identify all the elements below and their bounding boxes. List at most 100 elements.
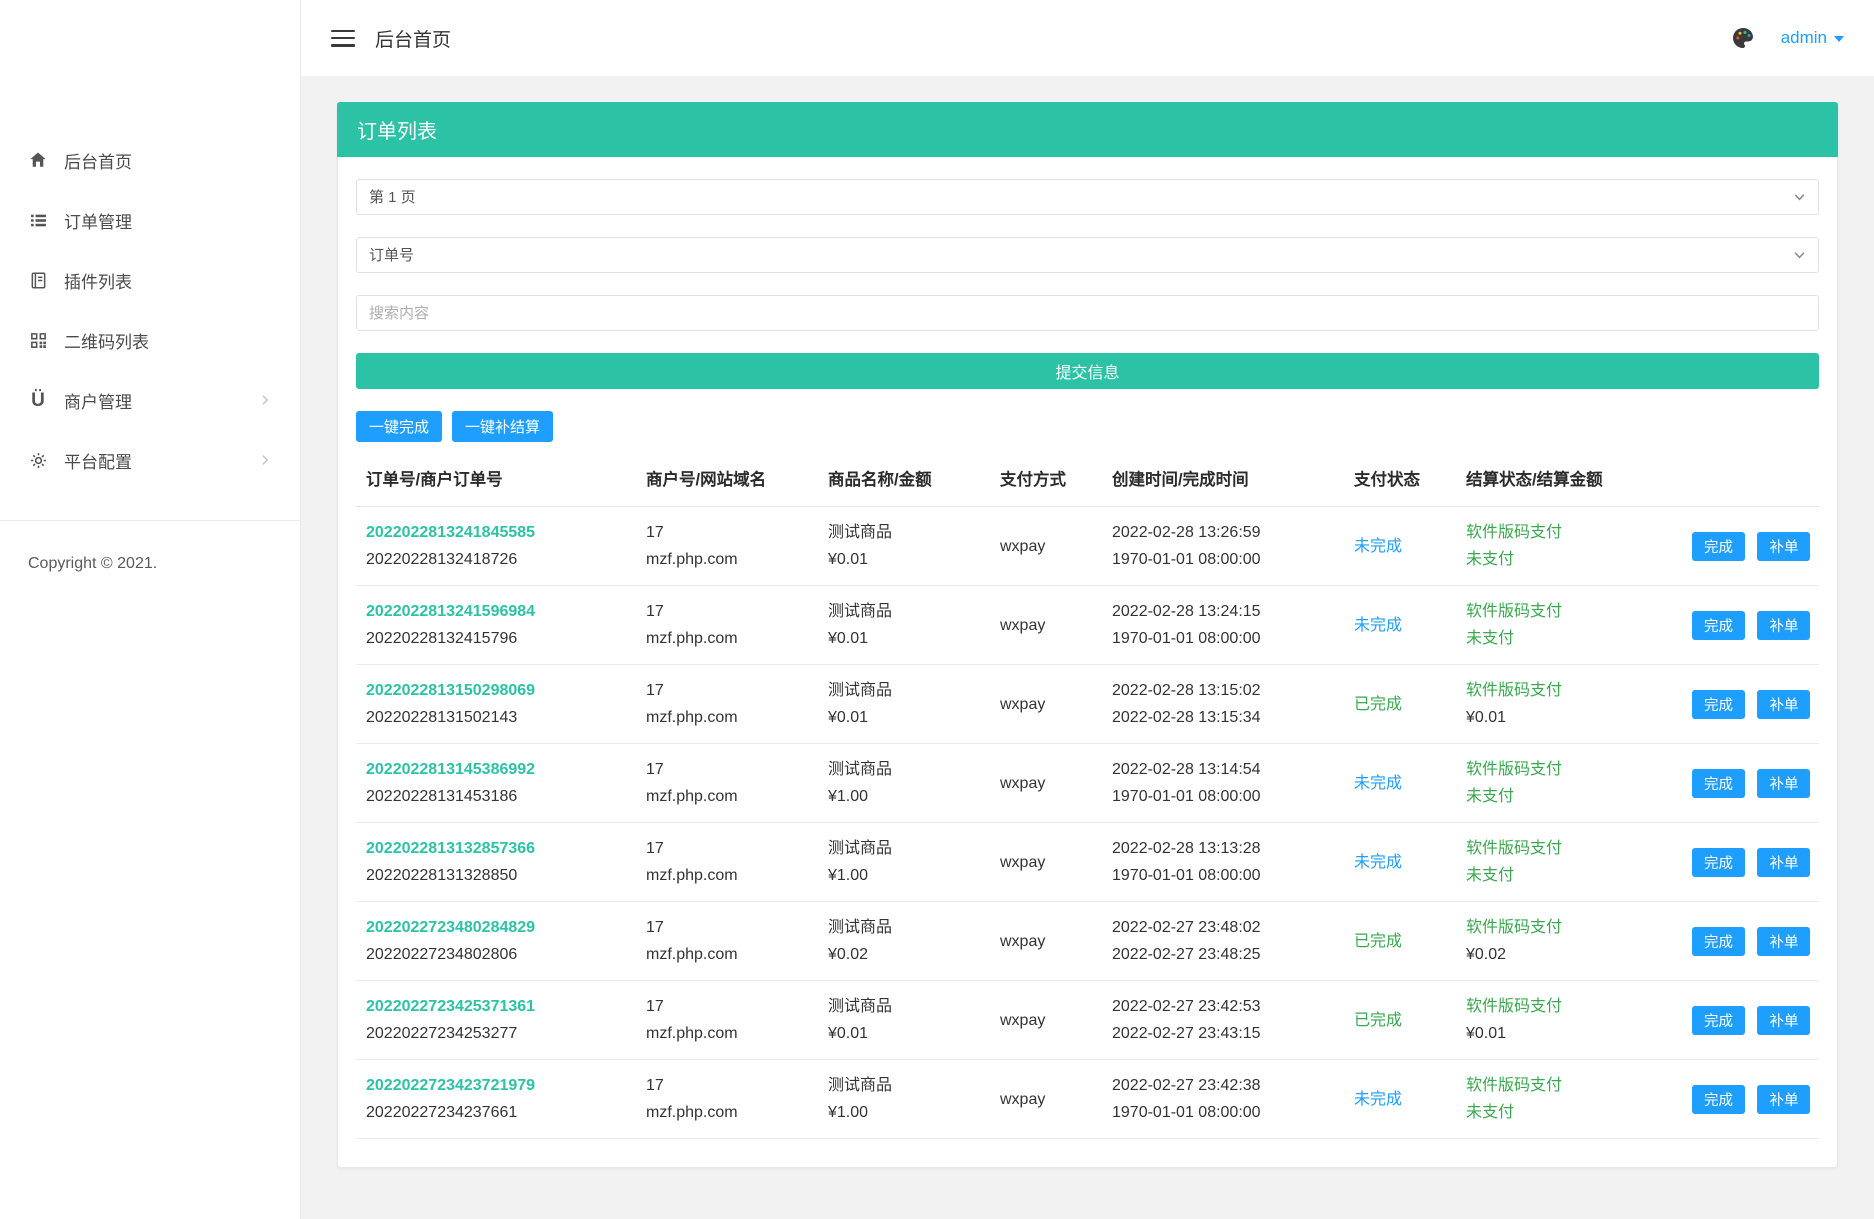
site-domain: mzf.php.com (646, 1025, 738, 1042)
settle-type: 软件版码支付 (1466, 998, 1563, 1015)
theme-palette-icon[interactable] (1731, 26, 1755, 50)
order-list-panel: 订单列表 第 1 页 订单号 (337, 102, 1838, 1168)
sidebar-item-label: 订单管理 (64, 212, 132, 232)
menu-toggle-icon[interactable] (331, 29, 355, 47)
supplement-button[interactable]: 补单 (1757, 610, 1811, 640)
product-name: 测试商品 (828, 603, 893, 620)
pay-method: wxpay (1000, 1090, 1046, 1108)
product-amount: ¥0.02 (828, 946, 869, 963)
order-number-link[interactable]: 2022022723425371361 (366, 998, 536, 1015)
supplement-button[interactable]: 补单 (1757, 531, 1811, 561)
settle-type: 软件版码支付 (1466, 524, 1563, 541)
pay-status: 已完成 (1354, 1011, 1403, 1029)
bulk-settle-button[interactable]: 一键补结算 (452, 411, 554, 442)
supplement-button[interactable]: 补单 (1757, 768, 1811, 798)
product-name: 测试商品 (828, 761, 893, 778)
supplement-button[interactable]: 补单 (1757, 689, 1811, 719)
pay-status: 未完成 (1354, 616, 1403, 634)
sidebar-item-qrcodes[interactable]: 二维码列表 (0, 310, 300, 370)
table-row: 2022022813145386992 20220228131453186 17… (356, 743, 1819, 823)
bulk-complete-button[interactable]: 一键完成 (356, 411, 443, 442)
finished-time: 1970-01-01 08:00:00 (1112, 1104, 1261, 1121)
order-number-link[interactable]: 2022022813132857366 (366, 840, 536, 857)
pay-status: 未完成 (1354, 853, 1403, 871)
supplement-button[interactable]: 补单 (1757, 1084, 1811, 1114)
sidebar-divider (0, 520, 300, 521)
order-number-link[interactable]: 2022022723423721979 (366, 1077, 536, 1094)
finished-time: 2022-02-27 23:43:15 (1112, 1025, 1261, 1042)
complete-button[interactable]: 完成 (1692, 926, 1745, 956)
search-input-wrap (356, 295, 1819, 331)
column-header (1674, 450, 1819, 507)
user-menu[interactable]: admin (1781, 28, 1844, 48)
supplement-button[interactable]: 补单 (1757, 847, 1811, 877)
search-input[interactable] (356, 295, 1819, 331)
sidebar-item-plugins[interactable]: 插件列表 (0, 250, 300, 310)
column-header: 订单号/商户订单号 (356, 450, 636, 507)
complete-button[interactable]: 完成 (1692, 610, 1745, 640)
finished-time: 2022-02-27 23:48:25 (1112, 946, 1261, 963)
site-domain: mzf.php.com (646, 946, 738, 963)
merchant-id: 17 (646, 998, 664, 1015)
pay-method: wxpay (1000, 616, 1046, 634)
merchant-order-number: 20220228131328850 (366, 867, 518, 884)
order-number-link[interactable]: 2022022813241845585 (366, 524, 536, 541)
sidebar-item-orders[interactable]: 订单管理 (0, 190, 300, 250)
sidebar-item-home[interactable]: 后台首页 (0, 130, 300, 190)
complete-button[interactable]: 完成 (1692, 531, 1745, 561)
pay-status: 未完成 (1354, 774, 1403, 792)
complete-button[interactable]: 完成 (1692, 768, 1745, 798)
pay-method: wxpay (1000, 537, 1046, 555)
complete-button[interactable]: 完成 (1692, 847, 1745, 877)
merchant-order-number: 20220227234253277 (366, 1025, 518, 1042)
settle-value: 未支付 (1466, 867, 1515, 884)
complete-button[interactable]: 完成 (1692, 1084, 1745, 1114)
merchant-order-number: 20220228132418726 (366, 551, 518, 568)
sidebar: 后台首页 订单管理 插件列表 二维码列表 Ü 商户管理 平台配置 Copyrig… (0, 0, 301, 1219)
product-name: 测试商品 (828, 682, 893, 699)
table-row: 2022022813132857366 20220228131328850 17… (356, 822, 1819, 902)
sidebar-item-platform[interactable]: 平台配置 (0, 430, 300, 490)
panel-title: 订单列表 (337, 102, 1838, 157)
product-amount: ¥0.01 (828, 1025, 869, 1042)
finished-time: 1970-01-01 08:00:00 (1112, 867, 1261, 884)
sidebar-item-label: 后台首页 (64, 152, 132, 172)
order-number-link[interactable]: 2022022813150298069 (366, 682, 536, 699)
product-name: 测试商品 (828, 919, 893, 936)
created-time: 2022-02-28 13:13:28 (1112, 840, 1261, 857)
merchant-id: 17 (646, 761, 664, 778)
order-number-link[interactable]: 2022022813145386992 (366, 761, 536, 778)
page-select-wrap: 第 1 页 (356, 179, 1819, 215)
product-name: 测试商品 (828, 1077, 893, 1094)
finished-time: 1970-01-01 08:00:00 (1112, 551, 1261, 568)
supplement-button[interactable]: 补单 (1757, 926, 1811, 956)
merchant-id: 17 (646, 840, 664, 857)
complete-button[interactable]: 完成 (1692, 1005, 1745, 1035)
product-amount: ¥0.01 (828, 709, 869, 726)
pay-method: wxpay (1000, 774, 1046, 792)
order-number-link[interactable]: 2022022723480284829 (366, 919, 536, 936)
settle-value: 未支付 (1466, 788, 1515, 805)
table-row: 2022022723480284829 20220227234802806 17… (356, 901, 1819, 981)
table-header-row: 订单号/商户订单号 商户号/网站域名 商品名称/金额 支付方式 创建时间/完成时间 支付状… (356, 450, 1819, 507)
column-header: 商品名称/金额 (818, 450, 990, 507)
created-time: 2022-02-28 13:24:15 (1112, 603, 1261, 620)
order-number-link[interactable]: 2022022813241596984 (366, 603, 536, 620)
column-header: 结算状态/结算金额 (1456, 450, 1674, 507)
main-area: 后台首页 admin 订单列表 (301, 0, 1874, 1219)
complete-button[interactable]: 完成 (1692, 689, 1745, 719)
pay-method: wxpay (1000, 853, 1046, 871)
sidebar-item-merchants[interactable]: Ü 商户管理 (0, 370, 300, 430)
sidebar-item-label: 平台配置 (64, 452, 132, 472)
page-select[interactable]: 第 1 页 (356, 179, 1819, 215)
settle-type: 软件版码支付 (1466, 761, 1563, 778)
finished-time: 1970-01-01 08:00:00 (1112, 788, 1261, 805)
settle-value: ¥0.01 (1466, 709, 1507, 726)
submit-button[interactable]: 提交信息 (356, 353, 1819, 389)
supplement-button[interactable]: 补单 (1757, 1005, 1811, 1035)
merchant-id: 17 (646, 603, 664, 620)
created-time: 2022-02-28 13:14:54 (1112, 761, 1261, 778)
search-field-select[interactable]: 订单号 (356, 237, 1819, 273)
caret-down-icon (1834, 36, 1844, 42)
